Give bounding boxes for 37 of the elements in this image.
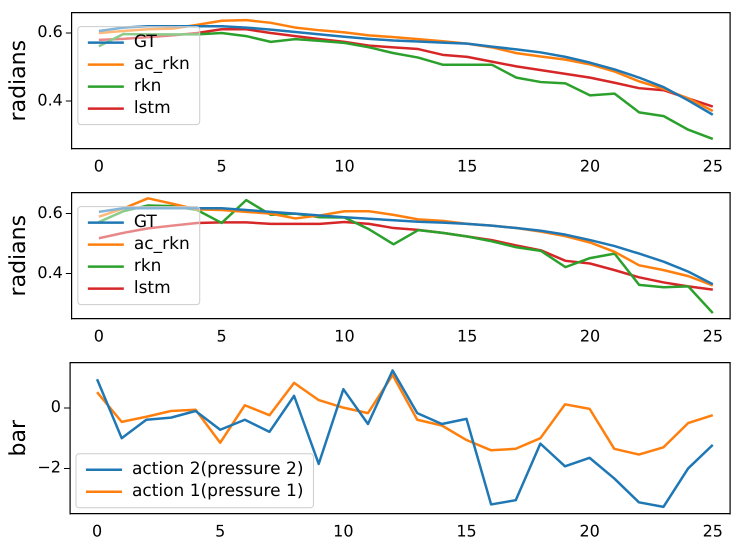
x-tick-label: 10 [333, 522, 354, 541]
y-tick-label: −2 [37, 458, 61, 477]
y-tick-label: 0.4 [37, 90, 63, 110]
x-tick-label: 25 [702, 522, 723, 541]
x-tick-label: 25 [702, 326, 723, 346]
y-tick-label: 0 [50, 397, 61, 416]
legend-label: action 2(pressure 2) [132, 459, 304, 480]
y-tick-label: 0.6 [37, 22, 63, 42]
x-tick-label: 10 [334, 156, 355, 176]
legend-label: lstm [134, 98, 171, 118]
x-tick-label: 20 [580, 156, 600, 176]
y-tick-label: 0.6 [37, 202, 63, 222]
x-tick-label: 5 [216, 156, 227, 176]
x-tick-label: 0 [92, 522, 102, 541]
x-tick-label: 25 [702, 156, 723, 176]
y-axis-title: bar [6, 419, 31, 456]
legend-label: GT [134, 212, 158, 232]
legend-label: lstm [134, 278, 171, 298]
y-axis-title: radians [6, 214, 31, 296]
legend-label: rkn [134, 256, 162, 276]
x-tick-label: 15 [457, 156, 478, 176]
x-tick-label: 5 [215, 522, 226, 541]
y-tick-label: 0.4 [37, 262, 63, 282]
legend-label: ac_rkn [134, 234, 190, 254]
x-tick-label: 10 [334, 326, 355, 346]
legend-label: action 1(pressure 1) [132, 481, 304, 502]
x-tick-label: 15 [457, 326, 478, 346]
y-axis-title: radians [6, 40, 31, 122]
legend-label: rkn [134, 76, 162, 96]
x-tick-label: 0 [94, 156, 104, 176]
x-tick-label: 15 [456, 522, 477, 541]
x-tick-label: 5 [216, 326, 227, 346]
x-tick-label: 0 [94, 326, 104, 346]
x-tick-label: 20 [579, 522, 600, 541]
legend-label: ac_rkn [134, 54, 190, 74]
legend-label: GT [134, 32, 158, 52]
x-tick-label: 20 [580, 326, 600, 346]
